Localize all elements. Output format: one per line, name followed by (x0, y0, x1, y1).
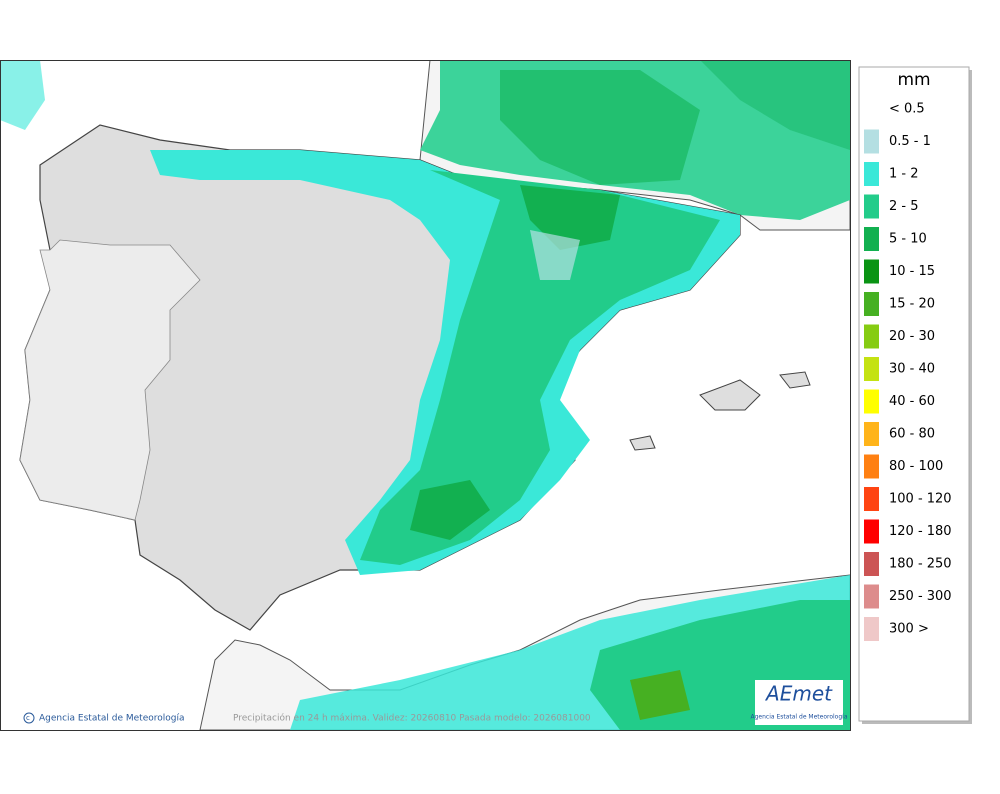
legend-label: 100 - 120 (889, 492, 952, 507)
legend-label: 10 - 15 (889, 264, 935, 279)
legend-label: 1 - 2 (889, 167, 919, 182)
legend-label: 40 - 60 (889, 394, 935, 409)
precip-area (0, 60, 45, 130)
island (779, 371, 811, 389)
legend-swatch (864, 129, 879, 154)
caption: Precipitación en 24 h máxima. Validez: 2… (233, 713, 591, 724)
precip-area (630, 670, 690, 720)
legend-swatch (864, 487, 879, 511)
legend-swatch (864, 422, 879, 446)
precip-area (410, 480, 490, 540)
legend-label: 300 > (889, 622, 929, 637)
legend-label: 180 - 250 (889, 557, 952, 572)
legend-swatch (864, 324, 879, 349)
precip-area (500, 70, 700, 185)
island (629, 435, 656, 451)
map (0, 60, 850, 730)
precip-area (360, 170, 720, 565)
legend-swatch (864, 227, 879, 251)
legend-title: mm (897, 70, 930, 90)
legend-label: 20 - 30 (889, 329, 935, 344)
legend-swatch (864, 259, 879, 284)
legend-label: 30 - 40 (889, 362, 935, 377)
credit: Agencia Estatal de Meteorología (39, 714, 185, 724)
island (699, 379, 761, 411)
legend-swatch (864, 584, 879, 609)
legend-label: 5 - 10 (889, 232, 927, 247)
portugal (19, 239, 201, 521)
legend-swatch (864, 454, 879, 479)
copyright-mark: c (26, 714, 30, 722)
legend-swatch (864, 162, 879, 186)
legend-label: 2 - 5 (889, 199, 919, 214)
legend-items: < 0.5 0.5 - 1 1 - 2 2 - 5 5 - 10 10 - 15 15 - … (864, 102, 952, 641)
legend-label: 120 - 180 (889, 524, 952, 539)
logo-name: AEmet (764, 682, 833, 706)
legend-label: 60 - 80 (889, 427, 935, 442)
precip-area (700, 60, 850, 150)
legend-label: 0.5 - 1 (889, 134, 931, 149)
precip-area (530, 230, 580, 280)
legend-label: 80 - 100 (889, 459, 943, 474)
legend-label: 15 - 20 (889, 297, 935, 312)
map-frame (0, 60, 851, 731)
legend-swatch (864, 389, 879, 414)
logo-subtitle: Agencia Estatal de Meteorología (751, 714, 848, 721)
legend-swatch (864, 194, 879, 219)
legend-swatch (864, 552, 879, 576)
copyright-icon (23, 712, 35, 724)
legend-swatch (864, 519, 879, 544)
legend-swatch (864, 292, 879, 316)
legend-label: 250 - 300 (889, 589, 952, 604)
legend-swatch (864, 357, 879, 381)
legend-label: < 0.5 (889, 102, 925, 117)
logo-box (755, 680, 843, 725)
legend-swatch (864, 617, 879, 641)
